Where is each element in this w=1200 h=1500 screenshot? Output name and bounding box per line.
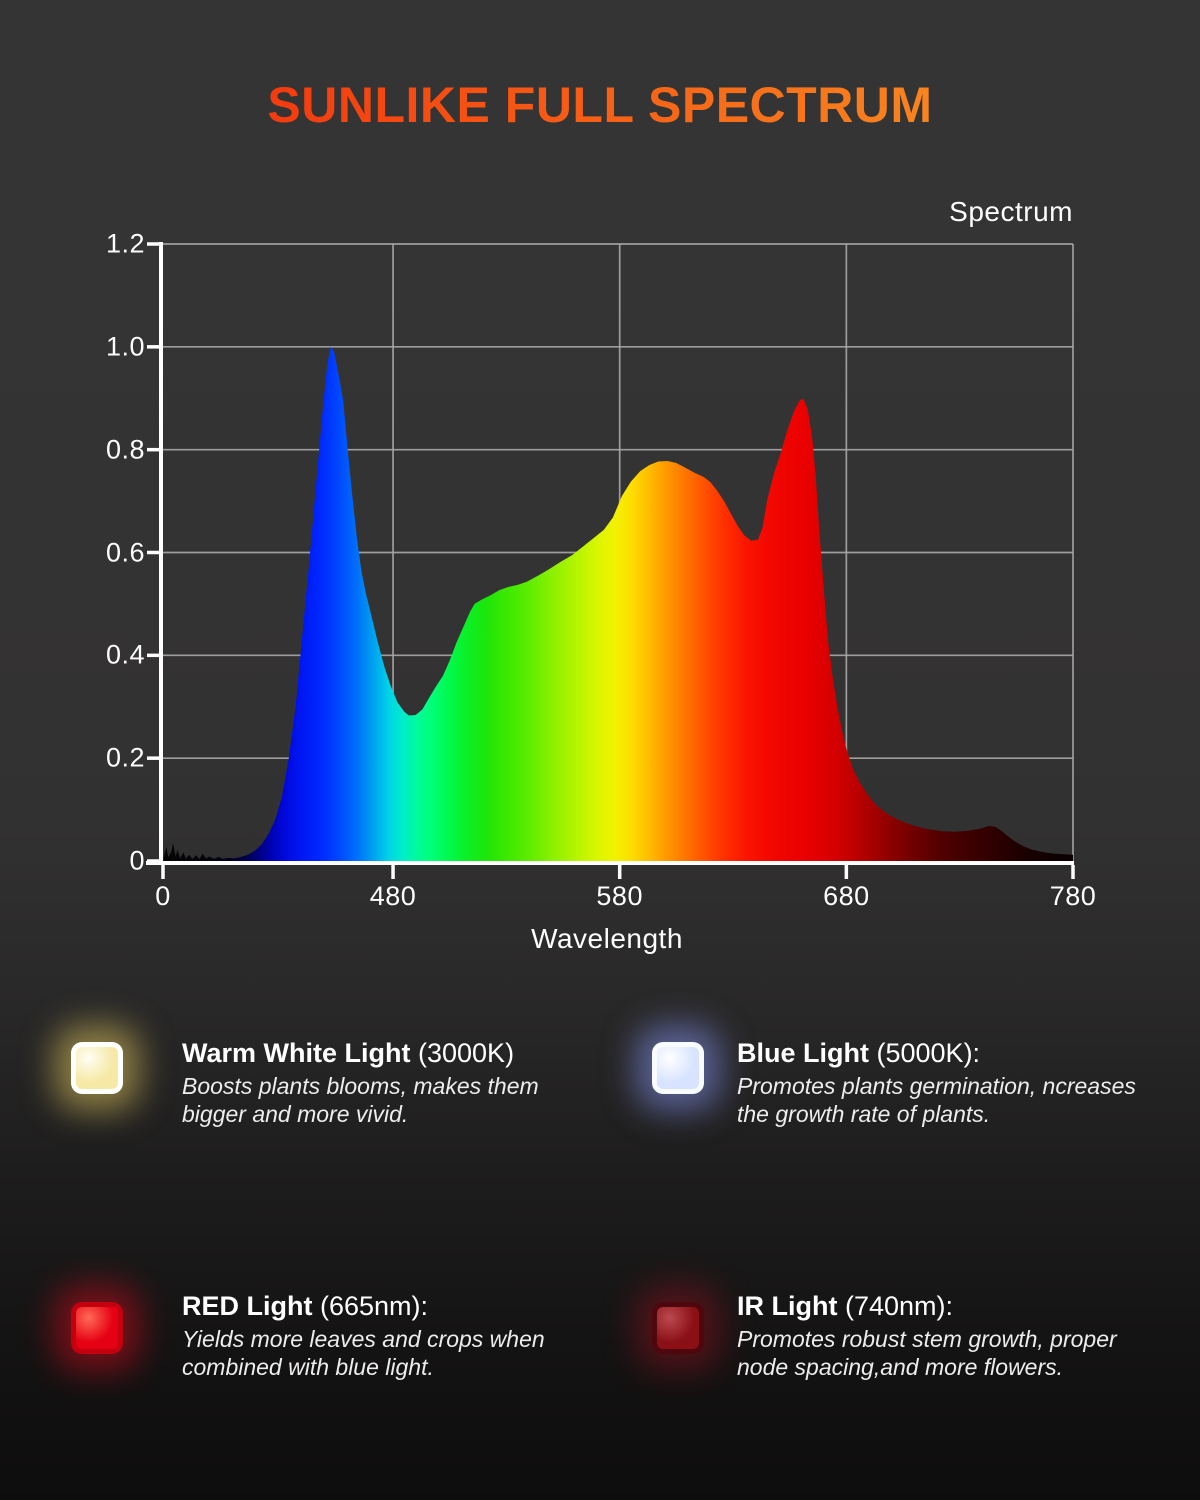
feature-text: IR Light (740nm): Promotes robust stem g…	[737, 1289, 1117, 1381]
x-tick-label: 680	[823, 881, 870, 911]
feature-description: Boosts plants blooms, makes them bigger a…	[182, 1073, 539, 1127]
feature-name: IR Light	[737, 1291, 838, 1321]
feature-suffix: (665nm):	[320, 1291, 429, 1321]
x-tick-label: 0	[155, 881, 171, 911]
chart-legend-label: Spectrum	[949, 196, 1073, 227]
x-axis-title: Wavelength	[531, 923, 683, 954]
plot-canvas	[146, 242, 1075, 879]
tick-marks	[147, 242, 1075, 879]
feature-name: RED Light	[182, 1291, 313, 1321]
feature-suffix: (5000K):	[876, 1038, 981, 1068]
feature-name: Warm White Light	[182, 1038, 411, 1068]
y-tick-label: 0	[129, 845, 145, 876]
axes	[146, 242, 1074, 865]
header: SUNLIKE FULL SPECTRUM	[0, 76, 1200, 134]
red-led-icon	[71, 1302, 123, 1354]
feature-suffix: (740nm):	[845, 1291, 954, 1321]
feature-description: Promotes robust stem growth, proper node …	[737, 1326, 1117, 1380]
y-tick-label: 0.4	[105, 639, 145, 670]
feature-title: RED Light (665nm):	[182, 1289, 545, 1323]
warm-white-led-icon	[71, 1042, 123, 1094]
feature-title: Blue Light (5000K):	[737, 1036, 1136, 1070]
feature-title: Warm White Light (3000K)	[182, 1036, 539, 1070]
feature-description: Yields more leaves and crops when combine…	[182, 1326, 545, 1380]
x-tick-label: 480	[369, 881, 417, 911]
feature-description: Promotes plants germination, ncreases the…	[737, 1073, 1136, 1127]
page-title: SUNLIKE FULL SPECTRUM	[267, 77, 933, 133]
y-tick-label: 0.8	[105, 434, 145, 465]
spectrum-curve	[163, 346, 1073, 861]
ir-led-icon	[652, 1302, 704, 1354]
y-tick-label: 0.2	[105, 742, 145, 773]
spectrum-chart: Spectrum 1.2 1.0 0.8 0.6 0.4 0.2 0 0 480 580 680 7…	[106, 196, 1096, 954]
feature-text: Warm White Light (3000K) Boosts plants b…	[182, 1036, 539, 1128]
feature-text: Blue Light (5000K): Promotes plants germ…	[737, 1036, 1136, 1128]
feature-title: IR Light (740nm):	[737, 1289, 1117, 1323]
x-tick-label: 780	[1049, 881, 1097, 911]
feature-suffix: (3000K)	[418, 1038, 515, 1068]
y-tick-label: 1.2	[105, 228, 145, 259]
feature-text: RED Light (665nm): Yields more leaves an…	[182, 1289, 545, 1381]
y-tick-label: 0.6	[105, 537, 145, 567]
y-tick-label: 1.0	[105, 331, 145, 362]
x-tick-label: 580	[596, 881, 643, 911]
feature-name: Blue Light	[737, 1038, 869, 1068]
blue-led-icon	[652, 1042, 704, 1094]
